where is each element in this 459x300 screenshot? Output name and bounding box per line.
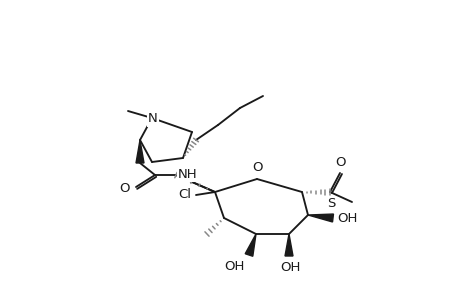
Text: Cl: Cl: [178, 188, 190, 200]
Text: OH: OH: [279, 261, 300, 274]
Text: O: O: [335, 156, 346, 169]
Text: O: O: [252, 161, 263, 174]
Text: N: N: [148, 112, 157, 125]
Polygon shape: [136, 140, 144, 163]
Text: NH: NH: [178, 167, 197, 181]
Text: O: O: [119, 182, 130, 194]
Text: OH: OH: [224, 260, 245, 273]
Polygon shape: [285, 234, 292, 256]
Polygon shape: [308, 214, 333, 222]
Text: OH: OH: [336, 212, 357, 226]
Text: S: S: [326, 197, 335, 210]
Polygon shape: [245, 234, 256, 256]
